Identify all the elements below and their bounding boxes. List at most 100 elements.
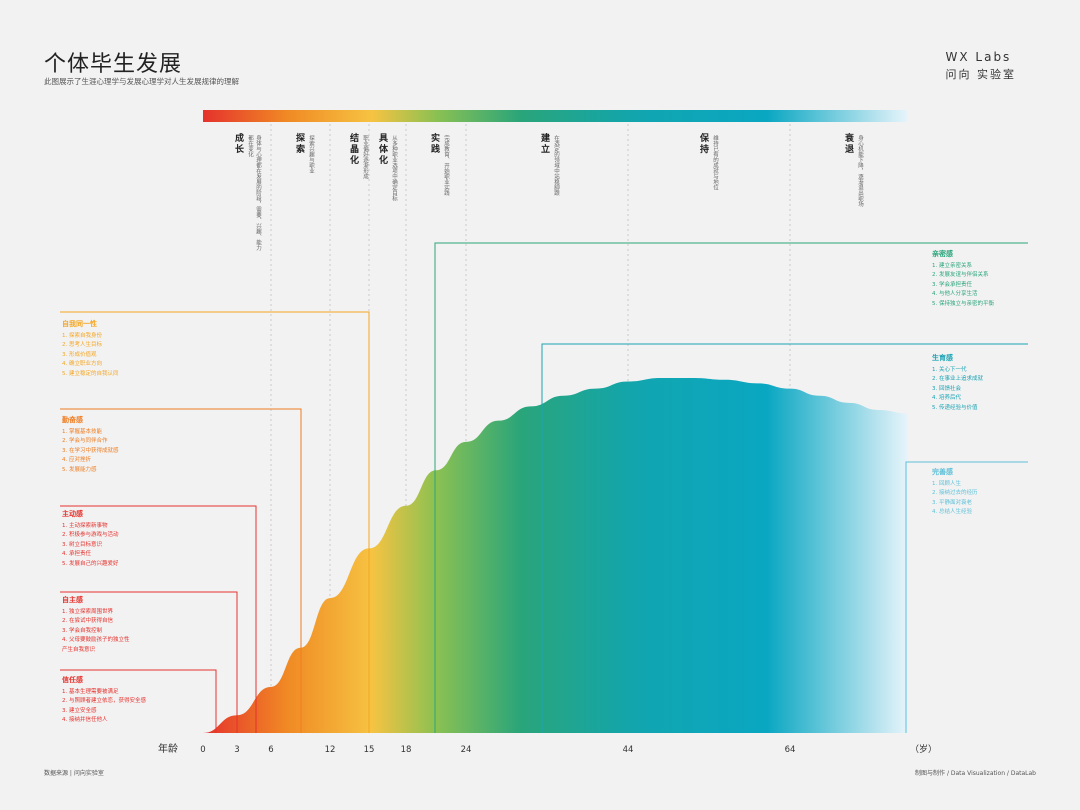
box-item: 3. 学会自我控制 — [62, 627, 102, 634]
stage-box: 信任感 1. 基本生理需要被满足 2. 与照顾者建立依恋，获得安全感 3. 建立安全感… — [62, 676, 146, 726]
x-tick-label: 44 — [623, 745, 634, 755]
box-item: 3. 树立目标意识 — [62, 541, 102, 548]
x-tick-label: 12 — [325, 745, 336, 755]
box-connector — [60, 311, 370, 733]
stage-box: 生育感 1. 关心下一代 2. 在事业上追求成就 3. 回馈社会 4. 培养后代 5. 传… — [932, 354, 983, 413]
footer-credit: 制图与制作 / Data Visualization / DataLab — [915, 770, 1036, 777]
development-curve — [203, 378, 908, 733]
stage-box: 自主感 1. 独立探索周围世界 2. 在尝试中获得自信 3. 学会自我控制 4. 父母要… — [62, 596, 130, 655]
x-tick-label: 64 — [785, 745, 796, 755]
box-item: 2. 在事业上追求成就 — [932, 376, 983, 382]
box-item: 4. 承担责任 — [62, 551, 91, 557]
box-title: 生育感 — [932, 354, 953, 362]
box-item: 1. 独立探索周围世界 — [62, 608, 113, 615]
box-title: 自主感 — [62, 596, 83, 604]
box-item: 1. 建立亲密关系 — [932, 262, 972, 269]
box-item: 3. 建立安全感 — [62, 707, 97, 714]
top-color-bar — [203, 110, 908, 122]
stage-description: 身心机能下降，逐渐退出职场 — [857, 135, 863, 207]
box-item: 4. 总结人生经验 — [932, 509, 972, 515]
footer-source: 数据来源 | 问向实验室 — [44, 770, 104, 777]
stage-box: 亲密感 1. 建立亲密关系 2. 发展友谊与伴侣关系 3. 学会承担责任 4. 与他人分… — [932, 250, 994, 309]
stage-name: 衰退 — [843, 133, 853, 155]
stage-description: 身体与心理都在发展的阶段，需要、兴趣、能力都在变化 — [247, 135, 261, 251]
box-item: 2. 在尝试中获得自信 — [62, 618, 113, 624]
box-connector — [60, 591, 238, 733]
stage-name: 保持 — [698, 133, 708, 155]
stage-name: 建立 — [539, 133, 549, 155]
box-item: 4. 父母要鼓励孩子的独立性 — [62, 637, 130, 643]
box-item: 2. 学会与同伴合作 — [62, 438, 108, 444]
box-item: 5. 保持独立与亲密的平衡 — [932, 300, 994, 307]
box-title: 主动感 — [62, 510, 83, 518]
x-tick-label: 0 — [200, 745, 205, 755]
x-axis-unit: （岁） — [910, 743, 937, 755]
box-connector — [60, 669, 217, 733]
box-item: 4. 与他人分享生活 — [932, 291, 978, 297]
box-item: 1. 主动探索新事物 — [62, 522, 108, 529]
box-item: 产生自我意识 — [62, 646, 96, 653]
x-tick-label: 24 — [461, 745, 472, 755]
box-item: 3. 平静面对衰老 — [932, 499, 972, 506]
box-item: 2. 发展友谊与伴侣关系 — [932, 272, 989, 278]
box-item: 4. 接纳并信任他人 — [62, 717, 108, 723]
stage-description: 从多种职业选项中确定目标 — [391, 135, 397, 201]
x-axis-ticks: 0 3 6 12 15 18 24 44 64 — [200, 745, 795, 755]
box-item: 2. 与照顾者建立依恋，获得安全感 — [62, 698, 146, 704]
box-item: 4. 培养后代 — [932, 395, 961, 401]
box-item: 5. 发展能力感 — [62, 466, 97, 473]
stage-box: 勤奋感 1. 掌握基本技能 2. 学会与同伴合作 3. 在学习中获得成就感 4. 应对挫… — [62, 416, 119, 475]
stage-name: 探索 — [294, 133, 304, 155]
box-item: 1. 关心下一代 — [932, 366, 967, 373]
x-tick-label: 3 — [234, 745, 239, 755]
stage-description: 维持已有的成就与地位 — [712, 135, 718, 190]
brand-logo: WX Labs 问向 实验室 — [946, 50, 1017, 82]
stage-name: 具体化 — [377, 133, 387, 166]
stage-description: 完成教育、开始职业实践 — [443, 135, 449, 196]
box-item: 4. 确立职业方向 — [62, 361, 102, 367]
stage-description: 探索兴趣与职业 — [308, 135, 314, 174]
stage-name: 实践 — [429, 133, 439, 155]
stage-box: 自我同一性 1. 探索自我身份 2. 思考人生目标 3. 形成价值观 4. 确立职业方向… — [62, 320, 119, 379]
box-item: 1. 探索自我身份 — [62, 332, 102, 339]
box-title: 信任感 — [62, 676, 83, 684]
box-connector — [541, 343, 1028, 733]
box-item: 3. 形成价值观 — [62, 351, 97, 358]
box-item: 2. 思考人生目标 — [62, 342, 102, 348]
stage-box: 主动感 1. 主动探索新事物 2. 积极参与游戏与活动 3. 树立目标意识 4. 承担责… — [62, 510, 119, 569]
box-item: 5. 发展自己的兴趣爱好 — [62, 560, 119, 567]
page-subtitle: 此图展示了生涯心理学与发展心理学对人生发展规律的理解 — [44, 77, 239, 86]
box-title: 亲密感 — [932, 250, 953, 258]
box-item: 2. 接纳过去的经历 — [932, 490, 978, 496]
logo-line1: WX Labs — [945, 50, 1012, 64]
page-title: 个体毕生发展 — [44, 52, 183, 77]
x-tick-label: 6 — [268, 745, 273, 755]
box-item: 4. 应对挫折 — [62, 457, 91, 463]
box-item: 1. 基本生理需要被满足 — [62, 688, 119, 695]
box-title: 完善感 — [932, 468, 953, 476]
box-item: 1. 回顾人生 — [932, 480, 961, 487]
box-item: 5. 建立稳定的自我认同 — [62, 370, 119, 377]
box-connector — [434, 242, 1028, 733]
x-axis-label: 年龄 — [158, 742, 178, 755]
box-item: 2. 积极参与游戏与活动 — [62, 532, 119, 538]
box-connector — [60, 408, 302, 733]
box-item: 3. 回馈社会 — [932, 385, 961, 392]
stage-name: 成长 — [233, 133, 243, 155]
x-tick-label: 15 — [364, 745, 375, 755]
x-tick-label: 18 — [401, 745, 412, 755]
box-connector — [60, 505, 257, 733]
box-connector — [905, 461, 1028, 733]
box-item: 1. 掌握基本技能 — [62, 428, 102, 435]
box-item: 3. 学会承担责任 — [932, 281, 972, 288]
stage-name: 结晶化 — [348, 133, 358, 166]
box-title: 自我同一性 — [62, 320, 97, 328]
stage-description: 职业偏好逐渐形成 — [362, 135, 368, 179]
box-item: 5. 传递经验与价值 — [932, 404, 978, 411]
stage-description: 在选定的领域中站稳脚跟 — [553, 135, 559, 196]
logo-line2: 问向 实验室 — [945, 68, 1016, 81]
box-title: 勤奋感 — [62, 416, 83, 424]
stage-guides — [270, 124, 791, 733]
box-connectors — [60, 242, 1028, 733]
